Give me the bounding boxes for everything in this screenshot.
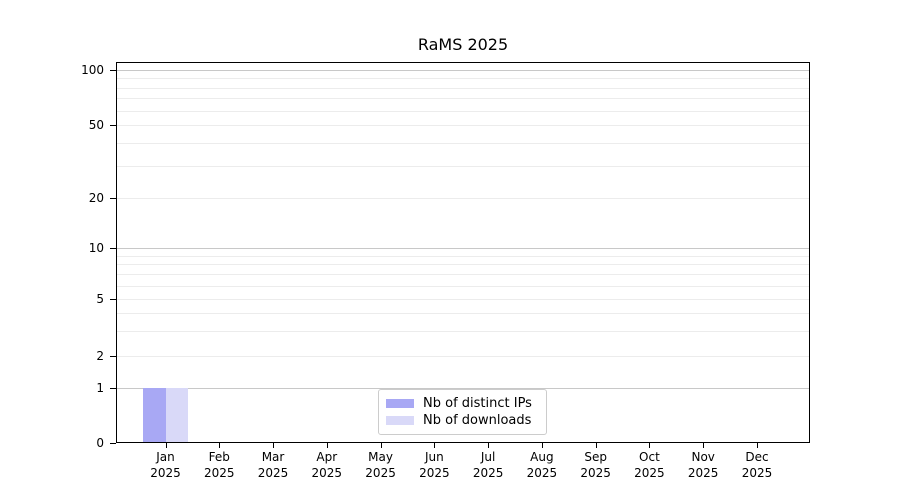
x-tick-feb: [219, 443, 221, 448]
x-tick-oct: [649, 443, 651, 448]
x-tick-label-line: Oct: [639, 450, 660, 464]
y-minor-gridline-70: [117, 98, 809, 100]
x-tick-label-sep: Sep 2025: [569, 449, 623, 481]
x-tick-label-mar: Mar 2025: [246, 449, 300, 481]
x-tick-label-feb: Feb 2025: [192, 449, 246, 481]
x-tick-mar: [273, 443, 275, 448]
y-tick-label-50: 50: [88, 118, 104, 132]
y-tick-50: [110, 125, 116, 126]
x-tick-label-line: 2025: [150, 466, 181, 480]
y-tick-label-20: 20: [88, 191, 104, 205]
x-tick-apr: [326, 443, 328, 448]
x-tick-label-line: Aug: [530, 450, 554, 464]
y-minor-gridline-6: [117, 285, 809, 287]
legend-item-distinct-ips: Nb of distinct IPs: [386, 395, 540, 412]
y-tick-label-100: 100: [81, 63, 104, 77]
x-tick-label-jan: Jan 2025: [139, 449, 193, 481]
x-tick-label-jul: Jul 2025: [461, 449, 515, 481]
y-tick-20: [110, 198, 116, 199]
y-tick-label-5: 5: [96, 292, 104, 306]
x-tick-label-line: 2025: [472, 466, 504, 480]
x-tick-label-line: 2025: [203, 466, 235, 480]
x-tick-label-line: Jul: [480, 450, 496, 464]
x-tick-label-line: 2025: [419, 466, 450, 480]
x-tick-label-line: 2025: [365, 466, 396, 480]
y-minor-gridline-60: [117, 110, 809, 112]
y-gridline-20: [117, 198, 809, 199]
x-tick-label-line: 2025: [580, 466, 611, 480]
y-minor-gridline-80: [117, 87, 809, 89]
x-tick-label-line: Sep: [584, 450, 607, 464]
x-tick-label-line: 2025: [311, 466, 343, 480]
legend: Nb of distinct IPs Nb of downloads: [378, 389, 547, 435]
y-minor-gridline-30: [117, 165, 809, 167]
x-tick-label-line: Mar: [261, 450, 285, 464]
plot-area: [116, 62, 810, 443]
x-tick-nov: [703, 443, 705, 448]
y-tick-5: [110, 299, 116, 300]
y-tick-100: [110, 70, 116, 71]
y-tick-label-10: 10: [88, 241, 104, 255]
legend-label-distinct-ips: Nb of distinct IPs: [423, 396, 532, 411]
x-tick-label-line: May: [368, 450, 393, 464]
x-tick-sep: [595, 443, 597, 448]
x-tick-label-oct: Oct 2025: [622, 449, 676, 481]
y-tick-label-1: 1: [96, 381, 104, 395]
x-tick-label-line: 2025: [741, 466, 773, 480]
x-tick-jan: [165, 443, 167, 448]
x-tick-label-line: Jan: [156, 450, 175, 464]
x-tick-label-nov: Nov 2025: [676, 449, 730, 481]
x-tick-label-line: 2025: [634, 466, 665, 480]
x-tick-label-line: 2025: [526, 466, 558, 480]
x-tick-label-line: 2025: [687, 466, 719, 480]
x-tick-label-line: Jun: [424, 450, 444, 464]
y-gridline-10: [117, 248, 809, 249]
y-gridline-50: [117, 125, 809, 126]
x-tick-label-line: Feb: [208, 450, 230, 464]
y-minor-gridline-4: [117, 312, 809, 314]
y-gridline-1: [117, 388, 809, 389]
chart-title: RaMS 2025: [417, 35, 509, 54]
y-tick-0: [110, 443, 116, 444]
x-tick-jun: [434, 443, 436, 448]
y-minor-gridline-8: [117, 264, 809, 266]
y-gridline-100: [117, 70, 809, 71]
y-tick-label-2: 2: [96, 349, 104, 363]
x-tick-label-line: Nov: [691, 450, 715, 464]
x-tick-dec: [756, 443, 758, 448]
x-tick-label-apr: Apr 2025: [300, 449, 354, 481]
legend-label-downloads: Nb of downloads: [423, 413, 532, 428]
y-tick-1: [110, 388, 116, 389]
x-tick-label-aug: Aug 2025: [515, 449, 569, 481]
x-tick-label-line: Apr: [316, 450, 338, 464]
legend-swatch-downloads: [386, 416, 414, 425]
y-minor-gridline-40: [117, 142, 809, 144]
y-tick-2: [110, 356, 116, 357]
x-tick-jul: [488, 443, 490, 448]
x-tick-aug: [541, 443, 543, 448]
y-minor-gridline-3: [117, 330, 809, 332]
y-minor-gridline-7: [117, 274, 809, 276]
y-tick-10: [110, 248, 116, 249]
y-minor-gridline-9: [117, 255, 809, 257]
x-tick-label-dec: Dec 2025: [730, 449, 784, 481]
bar-distinct-ips-jan: [143, 388, 166, 443]
legend-swatch-distinct-ips: [386, 399, 414, 408]
x-tick-label-line: Dec: [745, 450, 769, 464]
x-tick-may: [380, 443, 382, 448]
x-tick-label-line: 2025: [257, 466, 289, 480]
bar-downloads-jan: [165, 388, 188, 443]
x-tick-label-may: May 2025: [354, 449, 408, 481]
x-tick-label-jun: Jun 2025: [407, 449, 461, 481]
y-gridline-5: [117, 299, 809, 300]
y-gridline-2: [117, 356, 809, 357]
y-tick-label-0: 0: [96, 436, 104, 450]
legend-item-downloads: Nb of downloads: [386, 412, 540, 429]
y-minor-gridline-90: [117, 78, 809, 80]
